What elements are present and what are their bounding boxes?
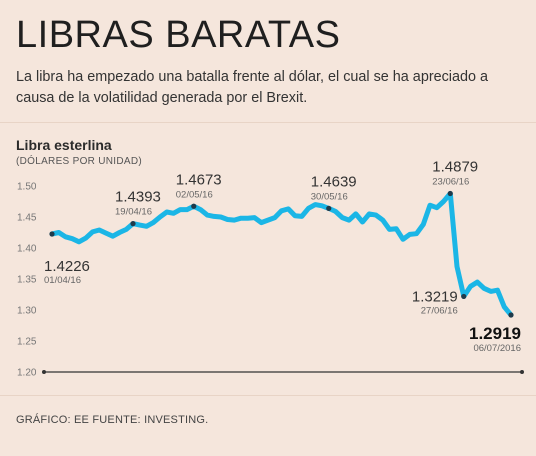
y-tick-label: 1.30 [17,306,37,317]
x-axis-end-cap [520,370,524,374]
annotation-marker [447,190,453,197]
annotation-value: 1.2919 [469,324,521,343]
y-tick-label: 1.45 [17,213,37,224]
annotation-value: 1.4639 [311,173,357,190]
source-footer: GRÁFICO: EE FUENTE: INVESTING. [16,414,209,426]
series-line-libra [49,191,514,318]
chart-unit-label: (DÓLARES POR UNIDAD) [16,156,143,167]
y-tick-label: 1.50 [17,182,37,193]
annotation-date: 23/06/16 [432,177,469,188]
annotation-value: 1.4226 [44,258,90,275]
annotation-date: 02/05/16 [176,189,213,200]
annotation-date: 06/07/2016 [473,343,521,354]
annotation-date: 27/06/16 [421,305,458,316]
page-title: LIBRAS BARATAS [16,14,341,56]
annotation-value: 1.4879 [432,159,478,176]
y-tick-label: 1.35 [17,275,37,286]
chart-title: Libra esterlina [16,137,112,153]
annotation-marker [49,231,55,237]
y-tick-label: 1.40 [17,244,37,255]
y-tick-label: 1.20 [17,368,37,379]
annotation-value: 1.3219 [412,288,458,305]
y-axis-ticks: 1.50 1.45 1.40 1.35 1.30 1.25 1.20 [17,182,37,379]
annotation-marker [130,221,136,227]
annotation-value: 1.4673 [176,171,222,188]
y-tick-label: 1.25 [17,337,37,348]
bottom-divider [0,395,536,396]
page-subtitle: La libra ha empezado una batalla frente … [16,69,489,106]
top-divider [0,122,536,123]
annotation-marker [191,203,197,209]
annotation-date: 30/05/16 [311,191,348,202]
annotation-date: 19/04/16 [115,207,152,218]
annotation-marker [326,205,332,211]
annotation-marker [461,293,467,300]
x-axis-start-cap [42,370,46,374]
annotation-value: 1.4393 [115,189,161,206]
annotation-date: 01/04/16 [44,275,81,286]
annotation-marker [508,312,514,318]
